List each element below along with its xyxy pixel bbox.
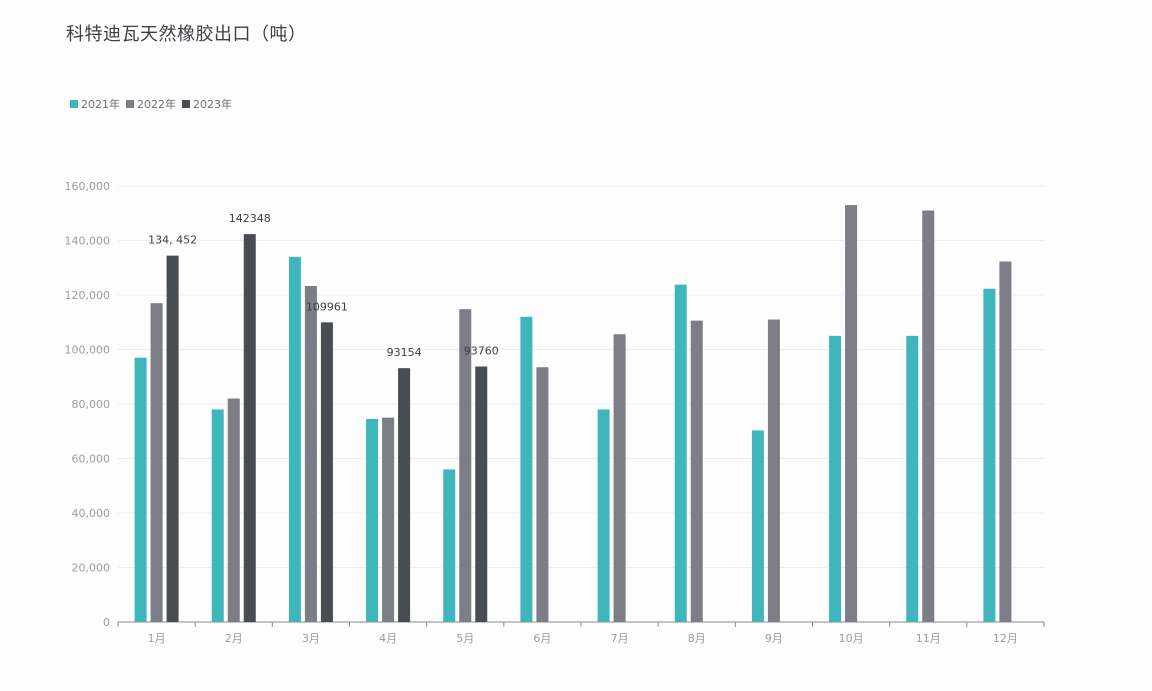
legend-label-2022: 2022年 [137,98,176,111]
legend-swatch-2023 [182,100,190,108]
bar-2022年-8月 [690,320,703,622]
x-tick-label: 1月 [148,632,166,645]
bar-2021年-2月 [211,409,224,622]
x-tick-label: 2月 [225,632,243,645]
data-label: 142348 [229,212,271,225]
bar-2021年-3月 [288,256,301,622]
data-label: 93154 [387,346,422,359]
x-tick-label: 11月 [916,632,941,645]
bar-2021年-11月 [906,335,919,622]
x-tick-label: 9月 [765,632,783,645]
x-tick-label: 8月 [688,632,706,645]
x-tick-label: 12月 [993,632,1018,645]
bar-2021年-6月 [520,316,533,622]
y-tick-label: 160,000 [65,180,111,193]
bar-2021年-7月 [597,409,610,622]
x-tick-label: 6月 [533,632,551,645]
bar-2022年-11月 [922,210,935,622]
bar-2021年-4月 [366,418,379,622]
bar-2022年-1月 [150,303,163,622]
bar-2022年-9月 [767,319,780,622]
bar-2021年-5月 [443,469,456,622]
y-tick-label: 0 [103,616,110,629]
bar-2023年-5月 [475,366,488,622]
y-tick-label: 20,000 [72,562,111,575]
legend-swatch-2021 [70,100,78,108]
y-tick-label: 60,000 [72,453,111,466]
legend-item-2022[interactable]: 2022年 [126,96,176,112]
bar-2021年-10月 [829,335,842,622]
bar-2022年-6月 [536,367,549,622]
legend: 2021年 2022年 2023年 [70,96,232,112]
bar-2023年-2月 [243,234,256,623]
x-tick-label: 5月 [456,632,474,645]
legend-item-2021[interactable]: 2021年 [70,96,120,112]
legend-item-2023[interactable]: 2023年 [182,96,232,112]
bar-2022年-2月 [227,398,240,622]
x-tick-label: 3月 [302,632,320,645]
x-tick-label: 10月 [839,632,864,645]
data-label: 93760 [464,345,499,358]
y-tick-label: 80,000 [72,398,111,411]
bar-2022年-12月 [999,261,1012,622]
bar-2022年-7月 [613,334,626,622]
x-tick-label: 7月 [611,632,629,645]
bar-2022年-10月 [845,205,858,622]
y-tick-label: 100,000 [65,344,111,357]
y-tick-label: 140,000 [65,235,111,248]
chart-title: 科特迪瓦天然橡胶出口（吨） [66,24,307,45]
y-tick-label: 40,000 [72,507,111,520]
legend-label-2021: 2021年 [81,98,120,111]
bar-2021年-9月 [751,430,764,622]
bar-2023年-1月 [166,255,179,623]
bar-2021年-1月 [134,357,147,622]
bar-2022年-3月 [304,286,317,622]
bar-2021年-12月 [983,288,996,622]
x-tick-label: 4月 [379,632,397,645]
bar-2023年-3月 [320,322,333,622]
y-tick-label: 120,000 [65,289,111,302]
bar-2021年-8月 [674,284,687,622]
data-label: 134, 452 [148,234,197,247]
legend-label-2023: 2023年 [193,98,232,111]
legend-swatch-2022 [126,100,134,108]
bar-2022年-4月 [382,417,395,622]
bar-2022年-5月 [459,309,472,622]
bar-2023年-4月 [398,368,411,622]
data-label: 109961 [306,300,348,313]
